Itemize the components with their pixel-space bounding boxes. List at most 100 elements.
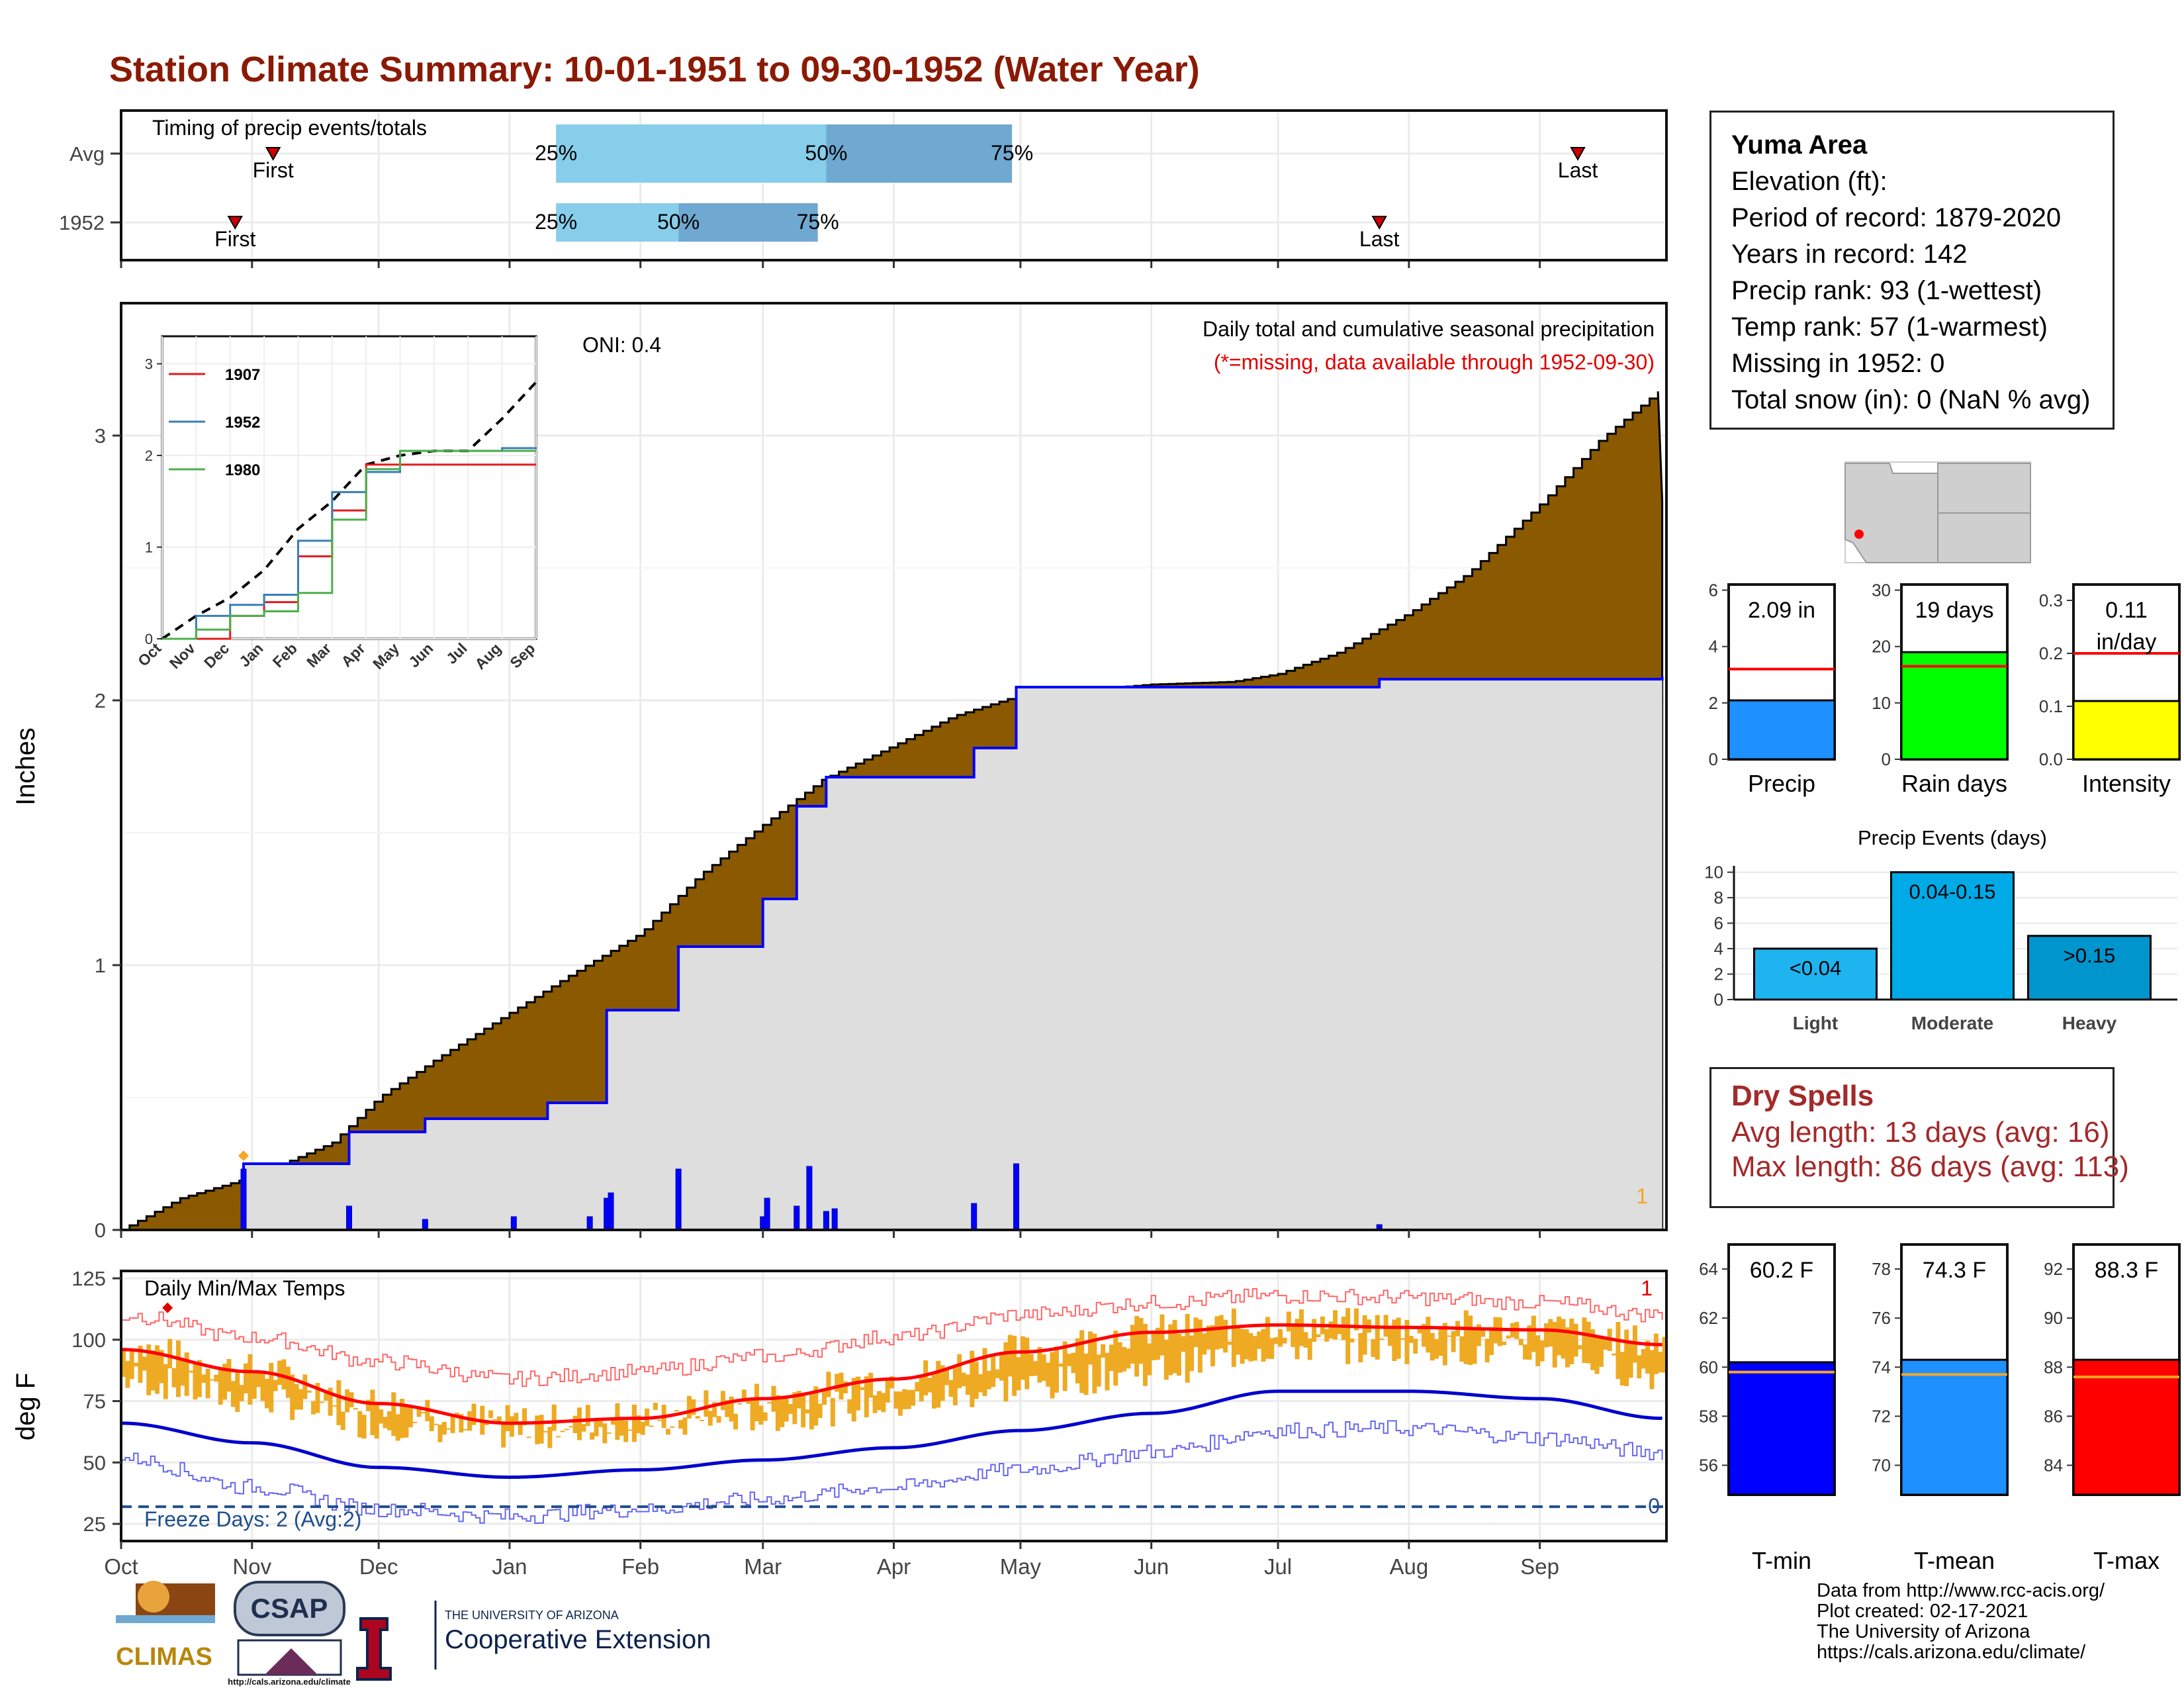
daily-temp-range <box>767 1402 772 1404</box>
daily-temp-range <box>1328 1321 1334 1338</box>
precip-ytick-label: 3 <box>95 424 106 447</box>
tmin-ytick-label: 56 <box>1699 1456 1718 1476</box>
daily-temp-range <box>915 1382 920 1392</box>
daily-temp-range <box>1387 1326 1392 1346</box>
daily-temp-range <box>1476 1324 1481 1346</box>
daily-temp-range <box>1046 1362 1051 1387</box>
page-title: Station Climate Summary: 10-01-1951 to 0… <box>109 50 1200 89</box>
tmax-bar <box>2072 1358 2181 1496</box>
daily-temp-range <box>876 1391 882 1411</box>
daily-temp-range <box>560 1430 565 1432</box>
tmax-ytick-label: 88 <box>2044 1357 2063 1377</box>
daily-precip-bar <box>823 1211 829 1231</box>
daily-temp-range <box>1298 1309 1304 1346</box>
daily-temp-range <box>1582 1317 1587 1364</box>
daily-temp-range <box>437 1424 443 1442</box>
timing-bar-50-75 <box>678 203 818 242</box>
daily-temp-range <box>1079 1330 1085 1393</box>
ua-block-a-icon <box>356 1617 392 1681</box>
tmax-value: 88.3 F <box>2095 1258 2158 1283</box>
daily-temp-range <box>163 1364 168 1399</box>
intensity-ytick-label: 0.2 <box>2039 643 2063 663</box>
daily-temp-range <box>1075 1338 1080 1383</box>
daily-temp-range <box>1506 1335 1511 1339</box>
dry-spells-max: Max length: 86 days (avg: 113) <box>1731 1150 2129 1183</box>
station-period: Period of record: 1879-2020 <box>1731 203 2062 232</box>
timing-p75-label: 75% <box>797 210 839 234</box>
events-bar <box>1753 947 1878 1001</box>
credits: Data from http://www.rcc-acis.org/ Plot … <box>1817 1581 2105 1663</box>
daily-temp-range <box>1096 1354 1101 1387</box>
daily-temp-range <box>902 1389 907 1409</box>
daily-temp-range <box>691 1399 696 1415</box>
daily-temp-range <box>986 1371 991 1389</box>
inset-ytick-label: 1 <box>145 539 153 556</box>
daily-temp-range <box>594 1418 599 1436</box>
events-bar-range: >0.15 <box>2064 944 2115 967</box>
inset-ytick-label: 2 <box>145 447 153 464</box>
daily-temp-range <box>150 1350 156 1391</box>
daily-temp-range <box>1463 1310 1469 1364</box>
daily-temp-range <box>1324 1329 1330 1342</box>
daily-temp-range <box>505 1405 510 1431</box>
timing-p75-label: 75% <box>991 141 1033 165</box>
inset-frame <box>161 335 537 640</box>
daily-temp-range <box>961 1372 966 1387</box>
daily-temp-range <box>590 1432 595 1440</box>
daily-temp-range <box>619 1420 624 1436</box>
events-bar-label: Moderate <box>1911 1013 1993 1033</box>
daily-temp-range <box>306 1390 312 1393</box>
daily-temp-range <box>197 1360 202 1397</box>
timing-bar-25-50 <box>556 203 679 242</box>
station-elevation: Elevation (ft): <box>1731 167 1888 196</box>
daily-temp-range <box>1189 1335 1195 1372</box>
month-label: Aug <box>1389 1554 1428 1579</box>
dry-spells-title: Dry Spells <box>1731 1080 1874 1112</box>
daily-temp-range <box>1113 1331 1118 1386</box>
daily-temp-range <box>129 1350 134 1380</box>
daily-temp-range <box>919 1376 924 1401</box>
rain-days-ytick-label: 20 <box>1872 637 1891 657</box>
events-ytick-label: 0 <box>1714 990 1723 1009</box>
daily-precip-bar <box>806 1166 813 1231</box>
daily-temp-range <box>1037 1346 1042 1383</box>
daily-temp-range <box>324 1390 329 1401</box>
daily-precip-bar <box>831 1208 838 1231</box>
daily-temp-range <box>366 1399 371 1411</box>
daily-temp-range <box>1561 1319 1566 1359</box>
daily-temp-range <box>1442 1323 1447 1366</box>
temp-ytick-label: 125 <box>71 1267 106 1290</box>
daily-temp-range <box>1020 1336 1025 1380</box>
daily-temp-range <box>1227 1341 1232 1345</box>
daily-temp-range <box>230 1381 236 1407</box>
daily-temp-range <box>729 1396 734 1422</box>
daily-temp-range <box>678 1420 684 1429</box>
daily-temp-range <box>1349 1338 1355 1342</box>
daily-temp-range <box>1142 1323 1148 1386</box>
csap-mountain-icon <box>265 1648 318 1675</box>
daily-temp-range <box>400 1399 405 1438</box>
daily-temp-range <box>1105 1352 1110 1391</box>
daily-temp-range <box>712 1402 717 1417</box>
rain-days-ytick-label: 30 <box>1872 581 1891 600</box>
daily-temp-range <box>1523 1344 1528 1360</box>
daily-temp-range <box>269 1362 274 1413</box>
precip-ytick-label: 2 <box>95 689 106 712</box>
daily-temp-range <box>1282 1337 1287 1344</box>
daily-temp-range <box>1408 1336 1414 1343</box>
daily-temp-range <box>1163 1339 1169 1380</box>
daily-temp-range <box>1557 1316 1562 1356</box>
month-label: Feb <box>621 1554 659 1579</box>
daily-temp-range <box>796 1391 801 1409</box>
daily-temp-range <box>1637 1355 1642 1379</box>
daily-temp-range <box>1612 1353 1617 1356</box>
month-label: Jun <box>1134 1554 1169 1579</box>
daily-temp-range <box>1012 1335 1017 1396</box>
precip-ylabel: Inches <box>11 727 40 806</box>
daily-temp-range <box>518 1421 523 1435</box>
daily-precip-bar <box>971 1203 978 1231</box>
daily-temp-range <box>813 1386 819 1426</box>
month-label: Apr <box>877 1554 911 1579</box>
daily-temp-range <box>273 1380 278 1391</box>
daily-temp-range <box>1590 1329 1596 1370</box>
